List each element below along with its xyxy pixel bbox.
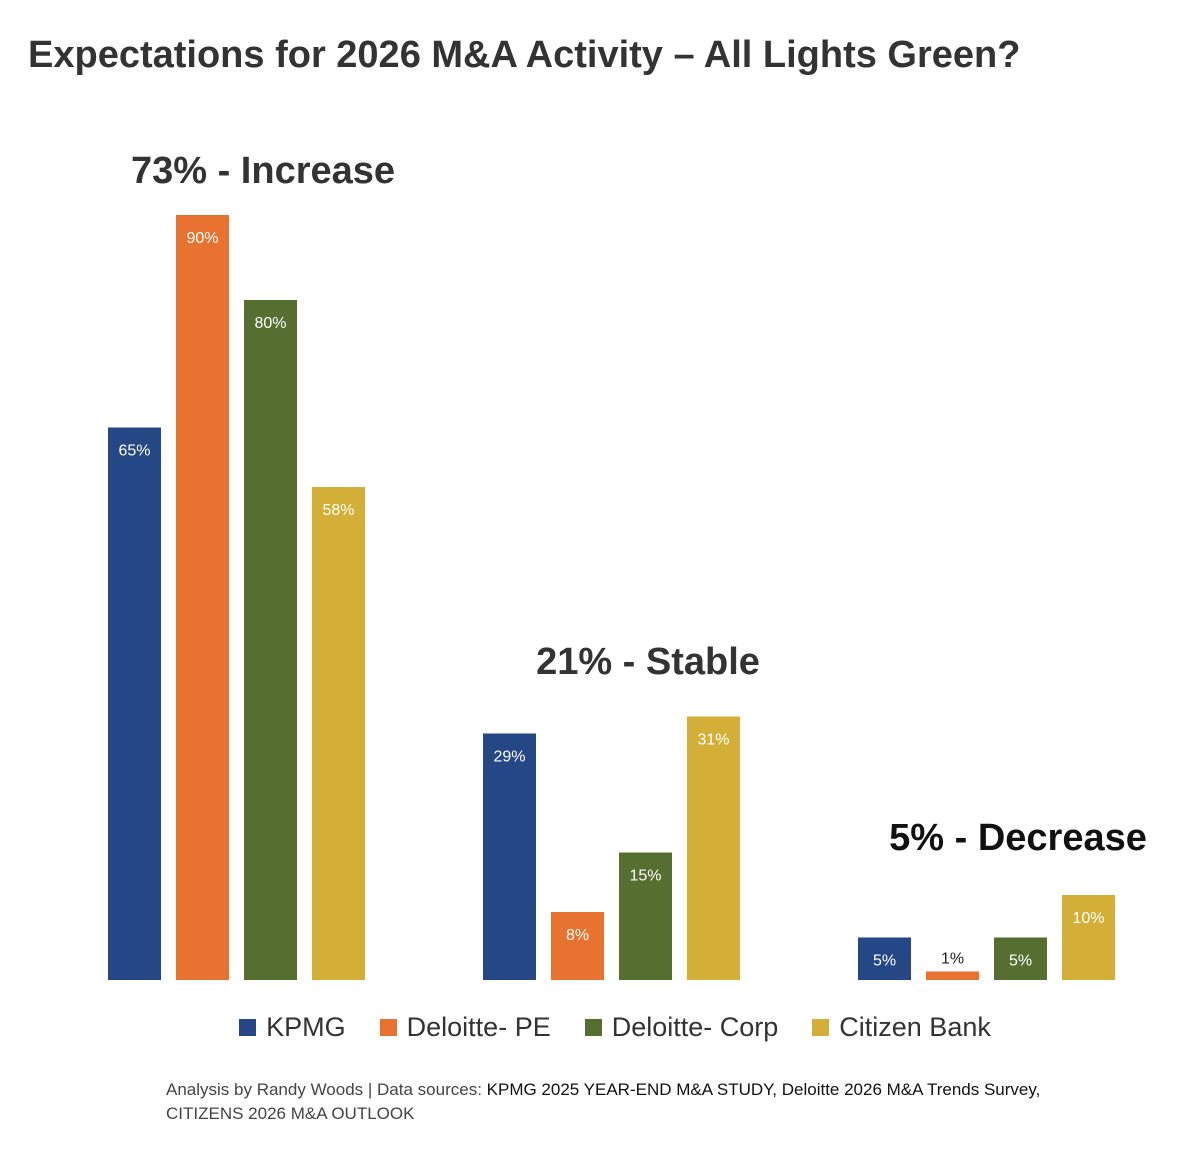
bar-increase-kpmg (108, 427, 161, 980)
legend-swatch (812, 1019, 830, 1036)
data-label: 90% (186, 230, 218, 247)
data-label: 1% (941, 951, 964, 968)
footnote-line-2: CITIZENS 2026 M&A OUTLOOK (166, 1104, 415, 1123)
legend-label: Citizen Bank (839, 1012, 991, 1042)
bar-increase-deloitte-corp (244, 300, 297, 980)
legend-label: Deloitte- Corp (611, 1012, 779, 1042)
legend-item-citizen-bank: Citizen Bank (812, 1012, 991, 1043)
analysis-credit: Analysis by Randy Woods | Data sources: (166, 1080, 487, 1099)
bar-stable-citizen-bank (687, 716, 740, 980)
bar-decrease-citizen-bank (1062, 895, 1115, 980)
group-label-stable: 21% - Stable (536, 641, 760, 683)
legend-label: Deloitte- PE (406, 1012, 551, 1042)
legend-item-deloitte-pe: Deloitte- PE (379, 1012, 551, 1043)
data-label: 58% (322, 502, 354, 519)
data-label: 8% (566, 927, 589, 944)
data-label: 65% (118, 443, 150, 460)
data-label: 31% (697, 732, 729, 749)
bar-stable-deloitte-corp (619, 852, 672, 980)
legend-swatch (239, 1019, 257, 1036)
bar-decrease-deloitte-pe (926, 971, 979, 980)
data-label: 15% (629, 868, 661, 885)
legend-item-kpmg: KPMG (239, 1012, 346, 1043)
footnote-line-1: Analysis by Randy Woods | Data sources: … (166, 1078, 1040, 1102)
data-label: 10% (1072, 910, 1104, 927)
bar-increase-deloitte-pe (176, 215, 229, 980)
legend-swatch (584, 1019, 602, 1036)
group-label-decrease: 5% - Decrease (889, 817, 1147, 859)
data-label: 80% (254, 315, 286, 332)
chart-legend: KPMG Deloitte- PE Deloitte- Corp Citizen… (0, 1012, 1200, 1043)
bar-decrease-kpmg (858, 937, 911, 980)
legend-swatch (379, 1019, 397, 1036)
bar-decrease-deloitte-corp (994, 937, 1047, 980)
legend-item-deloitte-corp: Deloitte- Corp (584, 1012, 779, 1043)
data-label: 29% (493, 749, 525, 766)
chart-title: Expectations for 2026 M&A Activity – All… (28, 34, 1021, 76)
source-footnote: Analysis by Randy Woods | Data sources: … (166, 1078, 1040, 1126)
data-sources: KPMG 2025 YEAR-END M&A STUDY, Deloitte 2… (486, 1080, 1041, 1099)
bar-stable-kpmg (483, 733, 536, 980)
group-label-increase: 73% - Increase (131, 150, 395, 192)
legend-label: KPMG (266, 1012, 346, 1042)
bar-stable-deloitte-pe (551, 912, 604, 980)
data-label: 5% (873, 953, 896, 970)
bar-increase-citizen-bank (312, 487, 365, 980)
data-label: 5% (1009, 953, 1032, 970)
bar-chart: 73% - Increase 65% 90% 80% 58% 21% - Stable 29… (108, 150, 1147, 980)
